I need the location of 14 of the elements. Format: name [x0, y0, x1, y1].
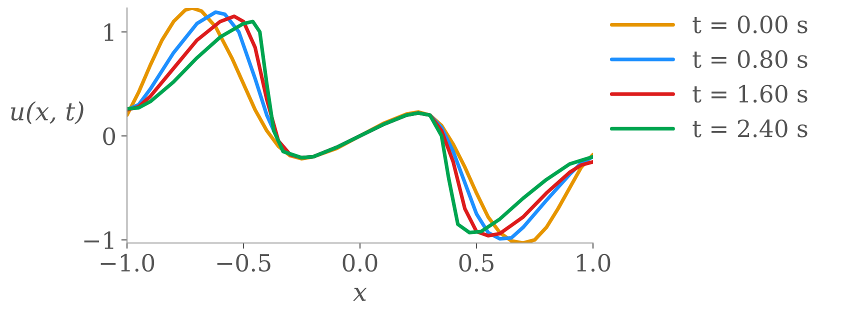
y-tick-label: 1 [104, 23, 114, 41]
legend-label: t = 0.00 s [692, 16, 808, 34]
y-tick-label: −1 [84, 231, 114, 249]
x-tick-label: 1.0 [577, 254, 610, 272]
y-axis-title: u(x, t) [10, 101, 84, 124]
legend-label: t = 0.80 s [692, 50, 808, 68]
x-tick-label: 0.0 [342, 254, 378, 272]
legend-label: t = 2.40 s [692, 119, 808, 138]
legend-label: t = 1.60 s [692, 84, 808, 103]
y-tick-label: 0 [103, 127, 116, 146]
x-tick-label: −1.0 [100, 254, 154, 272]
x-axis-title: x [353, 288, 367, 301]
x-tick-label: 0.5 [459, 254, 494, 272]
x-tick-label: −0.5 [217, 254, 270, 272]
